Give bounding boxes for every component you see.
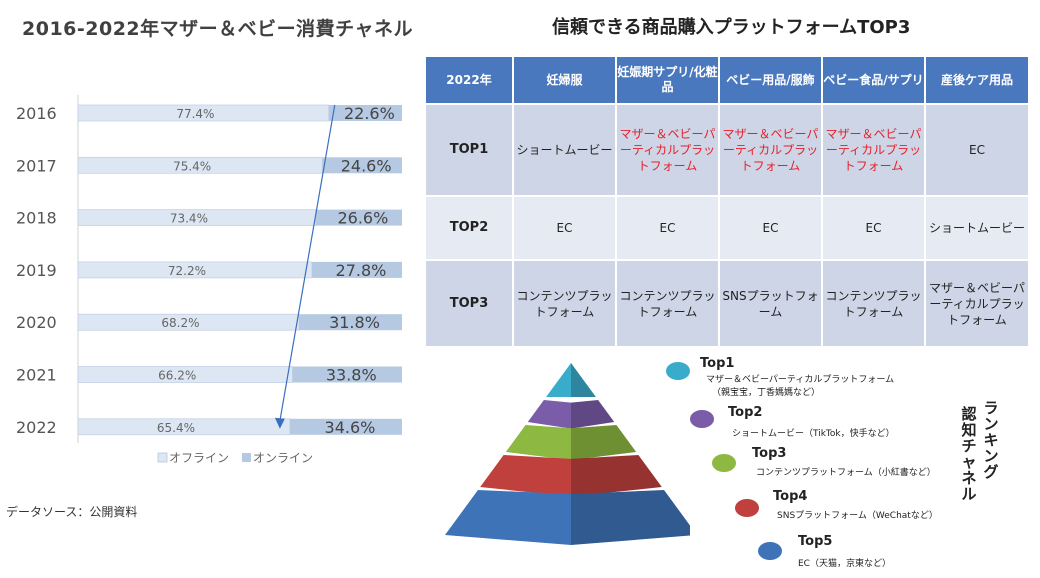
header-baby-food: ベビー食品/サプリ <box>821 55 926 105</box>
legend-desc: ショートムービー（TikTok，快手など） <box>732 429 895 439</box>
table-cell: EC <box>718 195 823 261</box>
table-cell: コンテンツプラットフォーム <box>821 259 926 348</box>
legend-desc: SNSプラットフォーム（WeChatなど） <box>777 511 938 521</box>
y-tick-label: 2018 <box>16 209 57 228</box>
vertical-label-col-2: 認知チャネル <box>961 405 977 503</box>
vertical-label-col-1: ランキング <box>983 399 999 481</box>
data-label-offline: 73.4% <box>170 212 208 226</box>
legend-dot <box>758 542 782 560</box>
table-cell-highlight: マザー＆ベビーパーティカルプラットフォーム <box>718 103 823 197</box>
bar-online <box>322 157 402 174</box>
table-row: TOP1 ショートムービー マザー＆ベビーパーティカルプラットフォーム マザー＆… <box>424 103 1030 197</box>
legend-rank: Top1 <box>700 356 735 371</box>
legend-rank: Top3 <box>752 446 787 461</box>
bar-online <box>298 314 402 331</box>
legend-rank: Top4 <box>773 489 808 504</box>
legend-desc-sub: （親宝宝，丁香媽媽など） <box>712 388 821 398</box>
header-year: 2022年 <box>424 55 514 105</box>
source-label: データソース：公開資料 <box>6 505 138 519</box>
bar-online <box>292 366 402 383</box>
y-tick-label: 2017 <box>16 156 57 175</box>
data-label-online: 22.6% <box>344 104 395 123</box>
table-cell: コンテンツプラットフォーム <box>512 259 617 348</box>
pyramid-level-right <box>571 363 596 397</box>
legend-label-online: オンライン <box>253 451 313 465</box>
table-cell: コンテンツプラットフォーム <box>615 259 720 348</box>
table-row: TOP2 EC EC EC EC ショートムービー <box>424 195 1030 261</box>
header-pregnancy-supplements: 妊娠期サプリ/化粧品 <box>615 55 720 105</box>
legend-swatch-online <box>242 453 251 462</box>
y-tick-label: 2020 <box>16 313 57 332</box>
pyramid-level-left <box>505 425 571 461</box>
channel-bar-chart: 2016 77.4% 22.6% 2017 75.4% 24.6% 2018 73.4% 26.… <box>16 95 402 465</box>
pyramid-level-right <box>571 490 690 545</box>
legend-dot <box>712 454 736 472</box>
legend-desc: EC（天猫，京東など） <box>798 559 891 569</box>
pyramid-level-left <box>480 455 571 497</box>
bar-offline <box>77 261 313 279</box>
row-label: TOP2 <box>424 195 514 261</box>
pyramid-level-right <box>571 425 637 461</box>
legend-dot <box>690 410 714 428</box>
bar-online <box>289 418 402 435</box>
header-maternity-wear: 妊婦服 <box>512 55 617 105</box>
data-label-online: 26.6% <box>337 209 388 228</box>
trend-arrow-head <box>274 417 285 429</box>
data-label-offline: 77.4% <box>176 107 214 121</box>
table-cell: SNSプラットフォーム <box>718 259 823 348</box>
channel-pyramid <box>445 363 690 545</box>
table-header-row: 2022年 妊婦服 妊娠期サプリ/化粧品 ベビー用品/服飾 ベビー食品/サプリ … <box>424 55 1030 105</box>
pyramid-level-left <box>445 490 571 545</box>
data-label-offline: 65.4% <box>157 421 195 435</box>
data-label-offline: 72.2% <box>168 264 206 278</box>
table-cell: EC <box>615 195 720 261</box>
data-label-online: 27.8% <box>336 261 387 280</box>
legend-desc: マザー＆ベビーパーティカルプラットフォーム <box>706 375 895 385</box>
table-cell: ショートムービー <box>924 195 1030 261</box>
table-cell-highlight: マザー＆ベビーパーティカルプラットフォーム <box>821 103 926 197</box>
trend-arrow-line <box>279 104 336 421</box>
pyramid-level-right <box>571 455 662 497</box>
row-label: TOP3 <box>424 259 514 348</box>
table-cell: EC <box>512 195 617 261</box>
platform-table: 2022年 妊婦服 妊娠期サプリ/化粧品 ベビー用品/服飾 ベビー食品/サプリ … <box>424 55 1030 348</box>
bar-online <box>311 261 402 278</box>
legend-dot <box>735 499 759 517</box>
y-tick-label: 2021 <box>16 366 57 385</box>
legend-dot <box>666 362 690 380</box>
legend-rank: Top2 <box>728 405 763 420</box>
y-tick-label: 2019 <box>16 261 57 280</box>
table-row: TOP3 コンテンツプラットフォーム コンテンツプラットフォーム SNSプラット… <box>424 259 1030 348</box>
ranking-channel-label: ランキング 認知チャネル <box>958 400 1004 510</box>
table-title: 信頼できる商品購入プラットフォームTOP3 <box>552 17 911 38</box>
y-tick-label: 2016 <box>16 104 57 123</box>
bar-online <box>315 209 402 226</box>
legend-rank: Top5 <box>798 534 833 549</box>
table-cell: マザー＆ベビーパーティカルプラットフォーム <box>924 259 1030 348</box>
table-cell-highlight: マザー＆ベビーパーティカルプラットフォーム <box>615 103 720 197</box>
y-tick-label: 2022 <box>16 418 57 437</box>
legend-label-offline: オフライン <box>169 451 229 465</box>
data-label-online: 33.8% <box>326 366 377 385</box>
data-label-offline: 66.2% <box>158 369 196 383</box>
data-label-online: 24.6% <box>341 156 392 175</box>
chart-title: 2016-2022年マザー＆ベビー消費チャネル <box>22 18 413 40</box>
header-postpartum-care: 産後ケア用品 <box>924 55 1030 105</box>
data-label-offline: 68.2% <box>161 316 199 330</box>
pyramid-level-left <box>546 363 571 397</box>
bar-online <box>328 105 402 121</box>
table-cell: ショートムービー <box>512 103 617 197</box>
pyramid-level-right <box>571 400 615 429</box>
legend-desc: コンテンツプラットフォーム（小紅書など） <box>756 468 936 478</box>
data-label-online: 34.6% <box>325 418 376 437</box>
data-label-offline: 75.4% <box>173 159 211 173</box>
table-cell: EC <box>924 103 1030 197</box>
table-cell: EC <box>821 195 926 261</box>
header-baby-goods: ベビー用品/服飾 <box>718 55 823 105</box>
data-label-online: 31.8% <box>329 313 380 332</box>
row-label: TOP1 <box>424 103 514 197</box>
pyramid-level-left <box>527 400 571 429</box>
legend-swatch-offline <box>157 452 168 463</box>
